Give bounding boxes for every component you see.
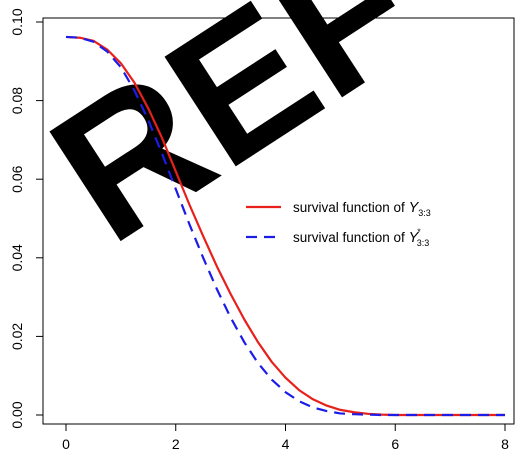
y-tick-label: 0.04 bbox=[9, 244, 25, 271]
plot-frame bbox=[42, 17, 515, 425]
legend-label-1: survival function of Y3:3 bbox=[293, 200, 431, 218]
x-axis: 0 2 4 6 8 bbox=[62, 424, 509, 452]
y-tick-label: 0.02 bbox=[9, 323, 25, 350]
y-axis: 0.00 0.02 0.04 0.06 0.08 0.10 bbox=[9, 8, 43, 429]
legend: survival function of Y3:3 survival functi… bbox=[246, 200, 431, 248]
y-tick-label: 0.10 bbox=[9, 8, 25, 35]
x-tick-label: 4 bbox=[282, 436, 290, 452]
y-tick-label: 0.06 bbox=[9, 165, 25, 192]
legend-label-2: survival function of Y* 3:3 bbox=[293, 227, 429, 248]
series-layer bbox=[65, 35, 505, 417]
y-tick-label: 0.00 bbox=[9, 401, 25, 428]
x-tick-label: 8 bbox=[501, 436, 509, 452]
x-tick-label: 6 bbox=[391, 436, 399, 452]
y-tick-label: 0.08 bbox=[9, 87, 25, 114]
x-tick-label: 2 bbox=[172, 436, 180, 452]
x-tick-label: 0 bbox=[62, 436, 70, 452]
series-line-1 bbox=[65, 35, 505, 417]
